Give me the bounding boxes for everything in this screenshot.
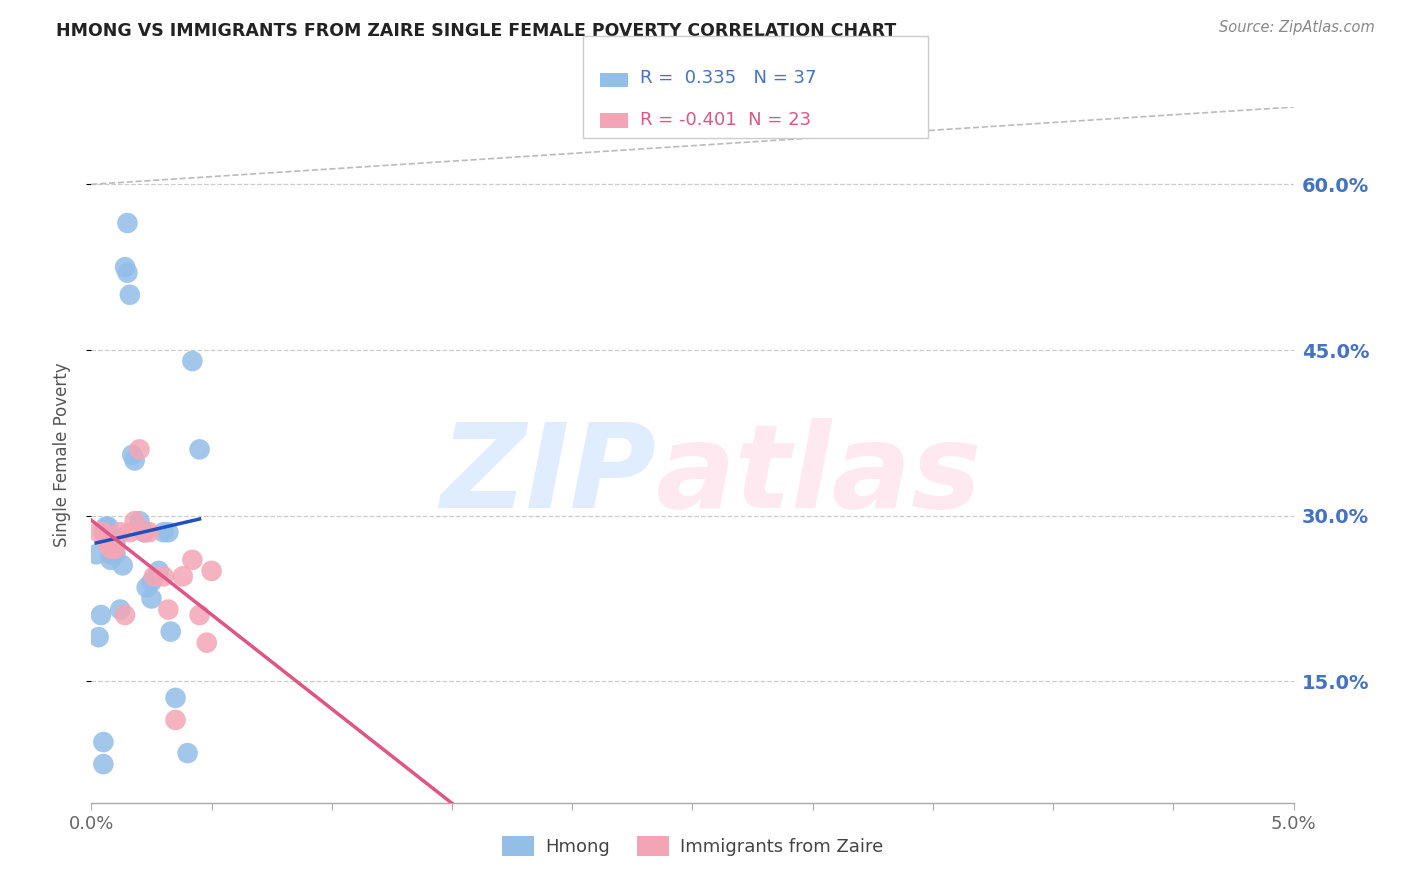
Point (104, 536, 127, 550)
Point (118, 287, 141, 301)
Point (201, 564, 224, 578)
Point (134, 525, 156, 540)
Point (101, 536, 124, 550)
Point (195, 635, 218, 649)
Text: R = -0.401  N = 23: R = -0.401 N = 23 (640, 112, 811, 129)
Point (118, 525, 141, 540)
Point (121, 448, 143, 462)
Point (176, 746, 198, 760)
Point (117, 266, 139, 280)
Point (152, 525, 174, 540)
Point (142, 569, 165, 583)
Point (172, 569, 194, 583)
Text: R =  0.335   N = 37: R = 0.335 N = 37 (640, 70, 817, 87)
Text: HMONG VS IMMIGRANTS FROM ZAIRE SINGLE FEMALE POVERTY CORRELATION CHART: HMONG VS IMMIGRANTS FROM ZAIRE SINGLE FE… (56, 22, 897, 40)
Point (111, 558, 134, 573)
Point (110, 525, 132, 540)
Point (94, 525, 117, 540)
Point (93, 757, 115, 772)
Point (148, 564, 170, 578)
Point (157, 525, 180, 540)
Point (87, 525, 110, 540)
Point (114, 608, 136, 623)
Point (165, 690, 187, 705)
Point (124, 514, 146, 528)
Point (100, 541, 122, 556)
Point (100, 553, 122, 567)
Point (100, 547, 122, 561)
Y-axis label: Single Female Poverty: Single Female Poverty (52, 363, 70, 547)
Point (188, 442, 211, 457)
Point (100, 536, 122, 550)
Point (90, 608, 112, 623)
Point (138, 525, 160, 540)
Point (94, 531, 117, 545)
Point (124, 453, 146, 467)
Point (97, 536, 120, 550)
Point (104, 547, 127, 561)
Point (134, 525, 156, 540)
Point (159, 624, 181, 639)
Point (87, 630, 110, 644)
Text: Source: ZipAtlas.com: Source: ZipAtlas.com (1219, 20, 1375, 35)
Point (135, 581, 157, 595)
Point (181, 553, 204, 567)
Point (104, 541, 127, 556)
Legend: Hmong, Immigrants from Zaire: Hmong, Immigrants from Zaire (495, 829, 890, 863)
Point (101, 547, 124, 561)
Point (110, 602, 132, 616)
Point (157, 602, 180, 616)
Point (188, 608, 211, 623)
Text: ZIP: ZIP (440, 418, 657, 533)
Point (117, 216, 139, 230)
Text: atlas: atlas (657, 418, 983, 533)
Point (94, 519, 117, 533)
Point (84, 547, 107, 561)
Point (128, 442, 150, 457)
Point (141, 574, 163, 589)
Point (104, 531, 127, 545)
Point (128, 514, 150, 528)
Point (165, 713, 187, 727)
Point (152, 569, 174, 583)
Point (93, 735, 115, 749)
Point (97, 519, 120, 533)
Point (114, 260, 136, 275)
Point (93, 525, 115, 540)
Point (181, 354, 204, 368)
Point (141, 591, 163, 606)
Point (97, 531, 120, 545)
